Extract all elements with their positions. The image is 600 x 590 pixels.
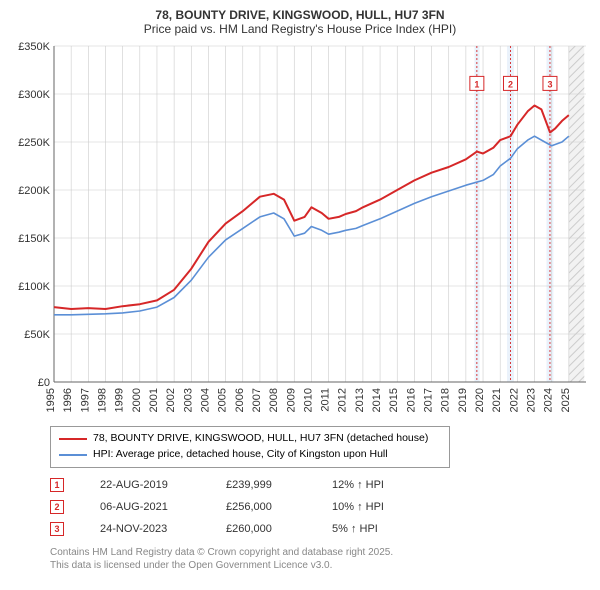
sales-date: 22-AUG-2019 [100,479,190,491]
chart-marker-number: 2 [508,79,513,89]
sales-row: 2 06-AUG-2021 £256,000 10% ↑ HPI [50,496,590,518]
sales-date: 06-AUG-2021 [100,501,190,513]
y-tick-label: £100K [18,281,50,293]
shaded-band [569,46,584,382]
footer-line-1: Contains HM Land Registry data © Crown c… [50,546,590,559]
legend-label: 78, BOUNTY DRIVE, KINGSWOOD, HULL, HU7 3… [93,431,428,447]
y-tick-label: £350K [18,42,50,53]
x-tick-label: 2004 [199,388,211,412]
x-tick-label: 2021 [491,388,503,412]
sales-price: £260,000 [226,523,296,535]
x-tick-label: 1996 [62,388,74,412]
legend-label: HPI: Average price, detached house, City… [93,447,388,463]
x-tick-label: 2010 [302,388,314,412]
x-tick-label: 2015 [388,388,400,412]
line-chart-svg: £0 £50K £100K £150K £200K £250K £300K £350K 1995… [10,42,590,422]
x-tick-label: 1995 [45,388,57,412]
x-tick-label: 2020 [474,388,486,412]
x-tick-label: 2005 [217,388,229,412]
y-tick-label: £50K [24,329,50,341]
chart-plot-area: £0 £50K £100K £150K £200K £250K £300K £350K 1995… [10,42,590,422]
chart-title: 78, BOUNTY DRIVE, KINGSWOOD, HULL, HU7 3… [10,8,590,22]
x-tick-label: 2018 [440,388,452,412]
chart-marker-number: 3 [547,79,552,89]
x-tick-label: 2003 [182,388,194,412]
legend-swatch [59,438,87,440]
sales-pct: 12% ↑ HPI [332,479,412,491]
sales-marker-box: 2 [50,500,64,514]
x-tick-label: 2019 [457,388,469,412]
x-tick-label: 2007 [251,388,263,412]
chart-footer: Contains HM Land Registry data © Crown c… [50,546,590,572]
x-tick-label: 1999 [114,388,126,412]
y-tick-label: £150K [18,233,50,245]
legend-box: 78, BOUNTY DRIVE, KINGSWOOD, HULL, HU7 3… [50,426,450,468]
legend-swatch [59,454,87,456]
sales-row: 1 22-AUG-2019 £239,999 12% ↑ HPI [50,474,590,496]
x-tick-label: 2014 [371,388,383,412]
x-tick-label: 2017 [423,388,435,412]
y-tick-label: £200K [18,185,50,197]
x-tick-label: 2002 [165,388,177,412]
y-tick-label: £250K [18,137,50,149]
x-tick-label: 1997 [79,388,91,412]
sales-pct: 10% ↑ HPI [332,501,412,513]
sales-price: £256,000 [226,501,296,513]
sales-date: 24-NOV-2023 [100,523,190,535]
legend-row: 78, BOUNTY DRIVE, KINGSWOOD, HULL, HU7 3… [59,431,441,447]
legend-row: HPI: Average price, detached house, City… [59,447,441,463]
y-tick-label: £300K [18,89,50,101]
sales-price: £239,999 [226,479,296,491]
x-tick-label: 2011 [320,388,332,412]
sales-marker-box: 3 [50,522,64,536]
sales-marker-box: 1 [50,478,64,492]
x-tick-label: 2013 [354,388,366,412]
x-tick-label: 2025 [560,388,572,412]
sales-table: 1 22-AUG-2019 £239,999 12% ↑ HPI 2 06-AUG-202… [50,474,590,540]
chart-subtitle: Price paid vs. HM Land Registry's House … [10,22,590,36]
x-tick-label: 2023 [526,388,538,412]
x-tick-label: 2000 [131,388,143,412]
x-tick-label: 2006 [234,388,246,412]
x-tick-label: 1998 [96,388,108,412]
x-tick-label: 2009 [285,388,297,412]
x-tick-label: 2008 [268,388,280,412]
chart-marker-number: 1 [474,79,479,89]
x-tick-label: 2001 [148,388,160,412]
x-tick-label: 2012 [337,388,349,412]
chart-container: 78, BOUNTY DRIVE, KINGSWOOD, HULL, HU7 3… [0,0,600,590]
x-tick-label: 2022 [508,388,520,412]
sales-row: 3 24-NOV-2023 £260,000 5% ↑ HPI [50,518,590,540]
y-tick-label: £0 [38,377,50,389]
x-tick-label: 2024 [543,388,555,412]
x-tick-label: 2016 [405,388,417,412]
sales-pct: 5% ↑ HPI [332,523,412,535]
footer-line-2: This data is licensed under the Open Gov… [50,559,590,572]
